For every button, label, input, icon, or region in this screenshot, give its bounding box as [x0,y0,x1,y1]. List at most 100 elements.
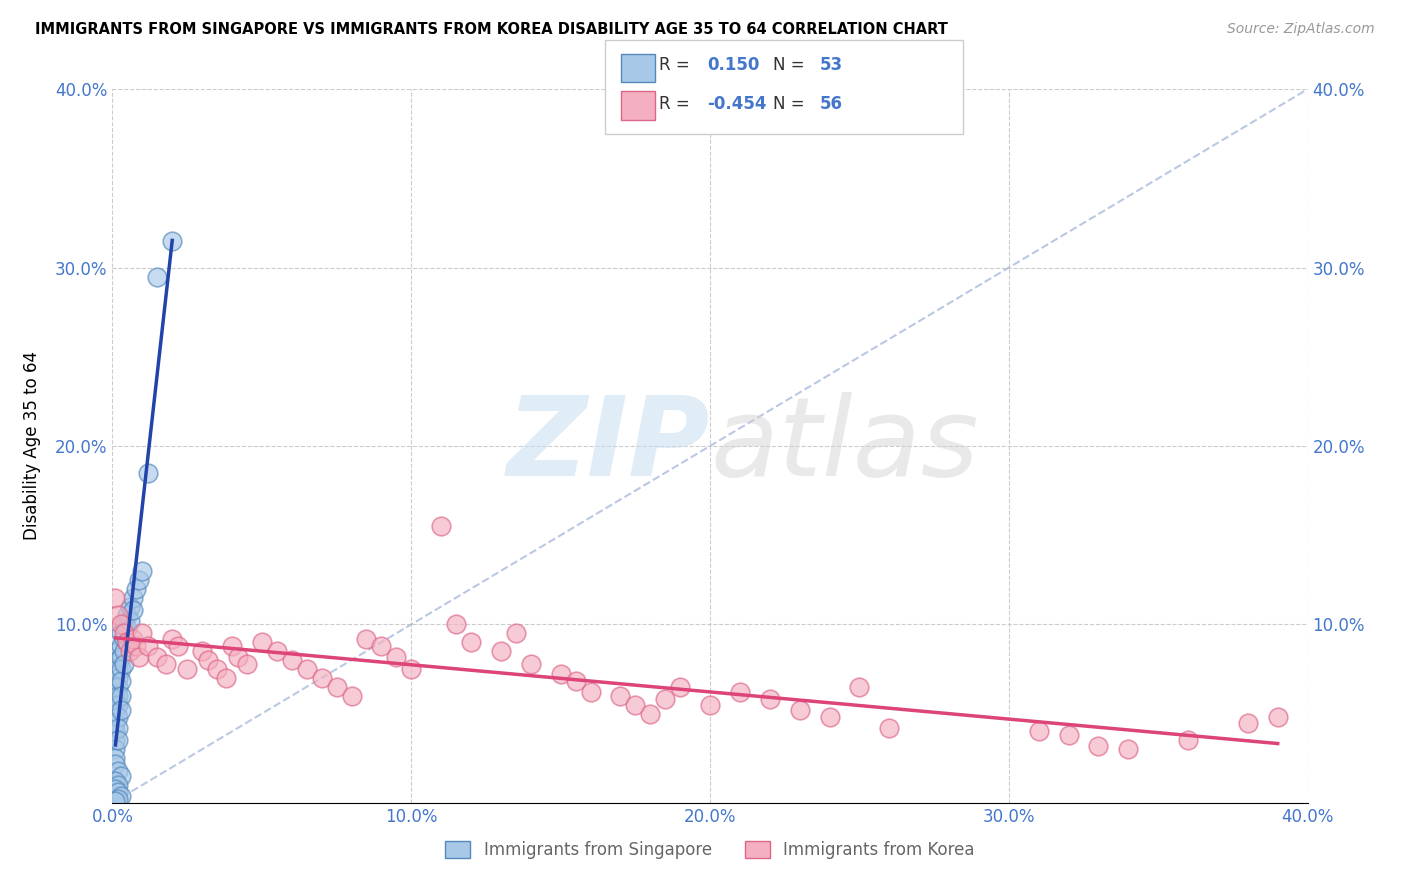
Point [340,689,363,703]
Point [107,785,129,799]
Point [122,632,145,646]
Point [114,657,135,671]
Point [104,756,127,771]
Point [107,698,129,712]
Point [104,794,127,808]
Point [550,667,572,681]
Point [370,639,392,653]
Text: IMMIGRANTS FROM SINGAPORE VS IMMIGRANTS FROM KOREA DISABILITY AGE 35 TO 64 CORRE: IMMIGRANTS FROM SINGAPORE VS IMMIGRANTS … [35,22,948,37]
Point [107,662,129,676]
Point [818,710,841,724]
Point [107,792,129,806]
Point [117,635,139,649]
Point [176,662,198,676]
Point [1028,724,1050,739]
Point [1057,728,1080,742]
Text: Source: ZipAtlas.com: Source: ZipAtlas.com [1227,22,1375,37]
Point [1087,739,1109,753]
Point [120,614,142,628]
Point [146,269,169,284]
Point [104,706,127,721]
Point [114,632,135,646]
Point [640,706,662,721]
Point [401,662,423,676]
Point [104,591,127,605]
Text: 56: 56 [820,95,842,113]
Point [654,692,676,706]
Legend: Immigrants from Singapore, Immigrants from Korea: Immigrants from Singapore, Immigrants fr… [439,834,981,866]
Point [759,692,782,706]
Point [162,234,183,248]
Point [155,657,177,671]
Point [167,639,190,653]
Point [146,649,169,664]
Point [699,698,721,712]
Point [120,644,142,658]
Point [110,703,132,717]
Point [128,573,150,587]
Y-axis label: Disability Age 35 to 64: Disability Age 35 to 64 [24,351,41,541]
Point [110,769,132,783]
Point [107,721,129,735]
Point [295,662,318,676]
Point [107,644,129,658]
Point [162,632,183,646]
Point [117,621,139,635]
Point [520,657,543,671]
Text: atlas: atlas [710,392,979,500]
Point [138,466,160,480]
Point [107,778,129,792]
Point [1118,742,1140,756]
Point [114,626,135,640]
Point [110,649,132,664]
Point [325,680,347,694]
Point [110,639,132,653]
Point [104,715,127,730]
Point [1177,733,1199,747]
Point [205,662,228,676]
Point [444,617,467,632]
Point [236,657,259,671]
Point [311,671,333,685]
Point [624,698,647,712]
Point [848,680,870,694]
Point [107,710,129,724]
Point [110,617,132,632]
Point [104,733,127,747]
Point [107,608,129,623]
Point [138,639,160,653]
Point [250,635,273,649]
Point [356,632,378,646]
Point [564,674,586,689]
Point [107,671,129,685]
Point [789,703,811,717]
Point [107,653,129,667]
Point [131,626,153,640]
Point [131,564,153,578]
Point [104,689,127,703]
Text: R =: R = [659,95,696,113]
Point [226,649,249,664]
Point [579,685,602,699]
Point [128,649,150,664]
Point [107,733,129,747]
Point [669,680,692,694]
Point [110,662,132,676]
Point [104,774,127,789]
Point [281,653,304,667]
Point [505,626,527,640]
Point [107,689,129,703]
Text: N =: N = [773,95,810,113]
Point [197,653,219,667]
Point [266,644,288,658]
Point [110,674,132,689]
Point [110,689,132,703]
Point [385,649,408,664]
Point [117,635,139,649]
Point [110,626,132,640]
Text: -0.454: -0.454 [707,95,766,113]
Point [107,680,129,694]
Point [879,721,901,735]
Point [104,698,127,712]
Point [215,671,238,685]
